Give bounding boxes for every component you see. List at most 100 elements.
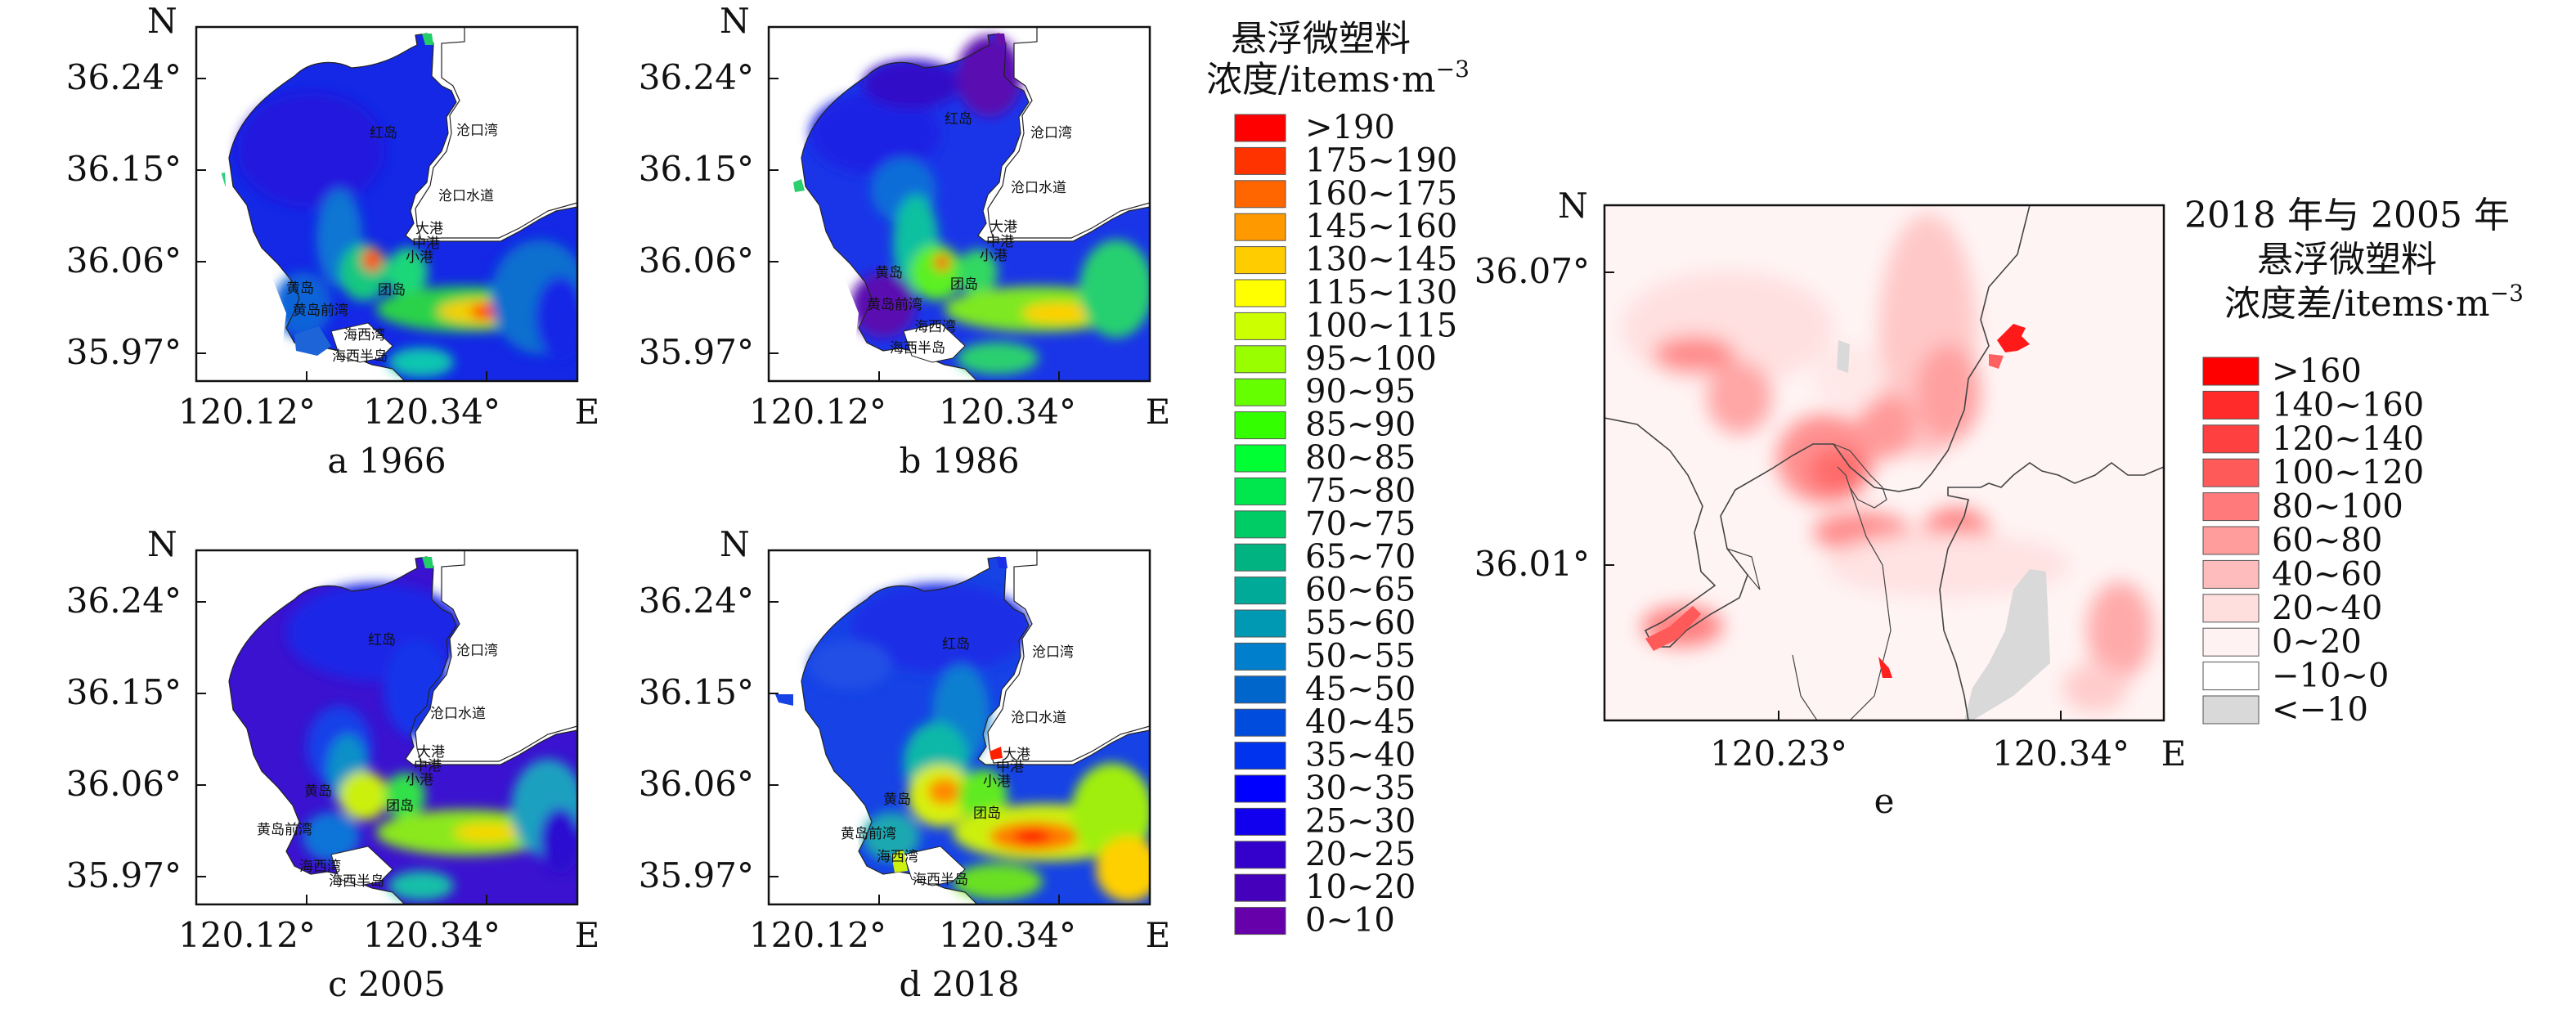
x-tick-label: 120.12° [178, 392, 316, 432]
legend-swatch [1234, 907, 1286, 935]
legend-swatch [2202, 627, 2260, 657]
y-tick-label: 36.15° [639, 672, 754, 712]
place-label: 海西湾 [914, 319, 956, 335]
legend-swatch [1234, 444, 1286, 473]
y-tick-label: 36.15° [66, 672, 182, 712]
axis-east-label: E [575, 915, 600, 955]
place-label: 沧口水道 [1011, 180, 1066, 196]
y-tick-label: 35.97° [66, 855, 182, 895]
place-label: 海西湾 [343, 327, 385, 343]
legend-swatch [1234, 510, 1286, 539]
legend-swatch [1234, 180, 1286, 209]
legend-label: 140~160 [2272, 386, 2424, 424]
legend-swatch [1234, 477, 1286, 505]
panel-a-map: 红岛 沧口湾 沧口水道 大港 中港 小港 黄岛 黄岛前湾 团岛 海西湾 海西半岛… [66, 1, 600, 481]
place-label: 黄岛 [883, 792, 911, 808]
legend-label: <−10 [2272, 691, 2368, 729]
y-tick-label: 36.15° [639, 149, 754, 189]
legend-swatch [1234, 312, 1286, 340]
x-tick-label: 120.34° [363, 915, 500, 955]
legend-swatch [2202, 594, 2260, 623]
axis-north-label: N [147, 524, 177, 564]
panel-b-map: 红岛 沧口湾 沧口水道 大港 中港 小港 黄岛 黄岛前湾 团岛 海西湾 海西半岛… [639, 1, 1171, 481]
legend-swatch [1234, 774, 1286, 803]
legend-label: 45~50 [1305, 671, 1416, 708]
legend-label: 100~120 [2272, 454, 2424, 491]
legend-label: 25~30 [1305, 802, 1416, 840]
place-label: 大港 [415, 221, 443, 237]
legend-swatch [2202, 357, 2260, 386]
y-tick-label: 36.07° [1474, 251, 1590, 291]
legend-label: 130~145 [1305, 241, 1457, 279]
y-tick-label: 36.06° [66, 764, 182, 804]
legend-label: 115~130 [1305, 274, 1457, 312]
legend-swatch [2202, 390, 2260, 420]
legend-swatch [1234, 708, 1286, 737]
legend-label: 80~100 [2272, 488, 2403, 526]
x-tick-label: 120.23° [1710, 734, 1847, 774]
legend-swatch [2202, 458, 2260, 487]
y-tick-label: 36.24° [66, 57, 182, 97]
x-tick-label: 120.12° [178, 915, 316, 955]
axis-east-label: E [1146, 915, 1171, 955]
axis-north-label: N [1558, 186, 1588, 226]
legend-swatch [1234, 873, 1286, 902]
legend-unit: 浓度差/items·m−3 [2224, 280, 2524, 325]
legend-swatch [1234, 543, 1286, 572]
place-label: 沧口湾 [1030, 125, 1072, 141]
legend-swatch [1234, 345, 1286, 374]
legend-label: 120~140 [2272, 420, 2424, 458]
legend-label: 75~80 [1305, 472, 1416, 509]
legend-label: 0~10 [1305, 902, 1395, 940]
legend-swatch [1234, 577, 1286, 605]
difference-legend: 2018 年与 2005 年 悬浮微塑料 浓度差/items·m−3 >1601… [2184, 195, 2524, 729]
legend-items: >190175~190160~175145~160130~145115~1301… [1234, 109, 1457, 940]
legend-label: 40~60 [2272, 555, 2382, 593]
legend-label: 80~85 [1305, 439, 1416, 477]
place-label: 沧口水道 [1011, 710, 1066, 726]
legend-swatch [2202, 526, 2260, 555]
place-label: 团岛 [950, 276, 978, 293]
legend-items: >160140~160120~140100~12080~10060~8040~6… [2202, 352, 2424, 729]
legend-swatch [1234, 675, 1286, 704]
panel-caption: b 1986 [899, 441, 1019, 481]
place-label: 中港 [412, 236, 440, 252]
legend-swatch [1234, 378, 1286, 406]
y-tick-label: 36.06° [66, 240, 182, 280]
y-tick-label: 35.97° [66, 332, 182, 372]
x-tick-label: 120.12° [749, 915, 886, 955]
legend-swatch [1234, 411, 1286, 440]
place-label: 大港 [1003, 747, 1030, 763]
place-label: 黄岛前湾 [257, 822, 312, 838]
place-label: 团岛 [973, 805, 1001, 822]
legend-label: 175~190 [1305, 141, 1457, 179]
place-label: 小港 [406, 249, 433, 266]
place-label: 黄岛 [875, 265, 903, 281]
place-label: 团岛 [378, 282, 406, 298]
axis-east-label: E [2161, 734, 2187, 774]
place-label: 黄岛前湾 [841, 826, 896, 842]
place-label: 黄岛 [286, 280, 314, 297]
legend-label: 85~90 [1305, 406, 1416, 444]
legend-swatch [1234, 742, 1286, 770]
panel-caption: c 2005 [328, 964, 446, 1004]
place-label: 大港 [417, 744, 445, 760]
legend-unit-superscript: −3 [1436, 56, 1470, 83]
legend-swatch [2202, 492, 2260, 522]
panel-caption: d 2018 [899, 964, 1019, 1004]
place-label: 团岛 [386, 798, 414, 814]
legend-label: 160~175 [1305, 175, 1457, 213]
legend-title: 悬浮微塑料 [1231, 18, 1411, 60]
place-label: 沧口水道 [438, 188, 494, 204]
legend-label: >160 [2272, 352, 2362, 390]
legend-label: 30~35 [1305, 769, 1416, 807]
place-label: 黄岛 [304, 783, 332, 800]
legend-unit-text: 浓度/items·m [1206, 59, 1436, 101]
place-label: 小港 [406, 772, 433, 788]
x-tick-label: 120.34° [939, 392, 1076, 432]
legend-label: −10~0 [2272, 657, 2389, 695]
panel-d-map: 红岛 沧口湾 沧口水道 大港 中港 小港 黄岛 黄岛前湾 团岛 海西湾 海西半岛… [639, 524, 1171, 1004]
x-tick-label: 120.34° [939, 915, 1076, 955]
panel-e-map: N 36.07° 36.01° 120.23° 120.34° E e [1474, 186, 2187, 821]
legend-swatch [1234, 146, 1286, 175]
